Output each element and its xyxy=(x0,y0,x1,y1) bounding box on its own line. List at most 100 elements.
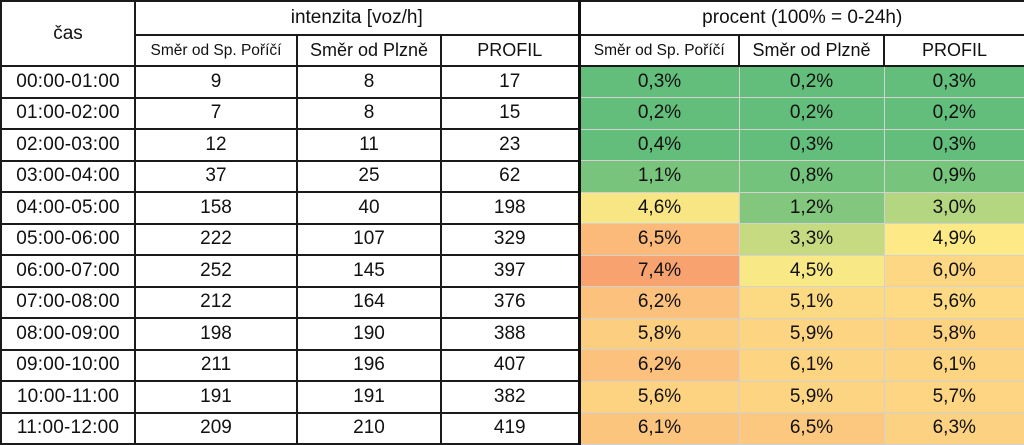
cell-intenzita-plzen: 210 xyxy=(296,411,442,445)
cell-time: 11:00-12:00 xyxy=(0,411,136,445)
cell-intenzita-sp-porici: 9 xyxy=(134,65,298,99)
cell-time: 00:00-01:00 xyxy=(0,65,136,99)
header-intenzita: intenzita [voz/h] xyxy=(134,0,580,36)
table-row: 03:00-04:00 37 25 62 1,1% 0,8% 0,9% xyxy=(0,159,1024,193)
cell-procent-profil: 5,7% xyxy=(883,380,1024,413)
cell-intenzita-profil: 407 xyxy=(440,348,580,382)
cell-procent-plzen: 0,3% xyxy=(738,128,885,161)
header-procent: procent (100% = 0-24h) xyxy=(577,0,1024,36)
table-row: 05:00-06:00 222 107 329 6,5% 3,3% 4,9% xyxy=(0,222,1024,256)
cell-time: 07:00-08:00 xyxy=(0,285,136,319)
cell-intenzita-plzen: 145 xyxy=(296,254,442,288)
cell-time: 02:00-03:00 xyxy=(0,128,136,162)
table-row: 09:00-10:00 211 196 407 6,2% 6,1% 6,1% xyxy=(0,348,1024,382)
cell-time: 04:00-05:00 xyxy=(0,191,136,225)
table-row: 04:00-05:00 158 40 198 4,6% 1,2% 3,0% xyxy=(0,191,1024,225)
cell-procent-plzen: 5,1% xyxy=(738,286,885,319)
cell-procent-sp-porici: 6,2% xyxy=(577,349,740,382)
table-row: 10:00-11:00 191 191 382 5,6% 5,9% 5,7% xyxy=(0,380,1024,414)
cell-procent-profil: 0,2% xyxy=(883,97,1024,130)
cell-time: 09:00-10:00 xyxy=(0,348,136,382)
cell-procent-plzen: 1,2% xyxy=(738,191,885,224)
cell-procent-profil: 6,0% xyxy=(883,254,1024,287)
cell-procent-sp-porici: 6,5% xyxy=(577,223,740,256)
subheader-intenzita-plzen: Směr od Plzně xyxy=(296,34,442,67)
cell-intenzita-profil: 329 xyxy=(440,222,580,256)
cell-procent-profil: 3,0% xyxy=(883,191,1024,224)
cell-time: 10:00-11:00 xyxy=(0,380,136,414)
cell-procent-sp-porici: 4,6% xyxy=(577,191,740,224)
cell-procent-sp-porici: 1,1% xyxy=(577,160,740,193)
cell-intenzita-sp-porici: 211 xyxy=(134,348,298,382)
cell-procent-plzen: 4,5% xyxy=(738,254,885,287)
table-row: 06:00-07:00 252 145 397 7,4% 4,5% 6,0% xyxy=(0,254,1024,288)
cell-intenzita-sp-porici: 222 xyxy=(134,222,298,256)
subheader-procent-profil: PROFIL xyxy=(882,34,1024,67)
cell-intenzita-plzen: 40 xyxy=(296,191,442,225)
table-row: 08:00-09:00 198 190 388 5,8% 5,9% 5,8% xyxy=(0,317,1024,351)
cell-procent-sp-porici: 0,3% xyxy=(577,65,740,98)
cell-procent-profil: 4,9% xyxy=(883,223,1024,256)
subheader-intenzita-sp-porici: Směr od Sp. Poříčí xyxy=(134,34,298,67)
cell-intenzita-plzen: 191 xyxy=(296,380,442,414)
cell-time: 06:00-07:00 xyxy=(0,254,136,288)
cell-intenzita-plzen: 190 xyxy=(296,317,442,351)
cell-procent-profil: 6,3% xyxy=(883,412,1024,445)
cell-intenzita-sp-porici: 7 xyxy=(134,96,298,130)
cell-procent-sp-porici: 0,2% xyxy=(577,97,740,130)
cell-intenzita-sp-porici: 198 xyxy=(134,317,298,351)
cell-intenzita-profil: 376 xyxy=(440,285,580,319)
cell-procent-sp-porici: 5,8% xyxy=(577,317,740,350)
cell-procent-sp-porici: 6,2% xyxy=(577,286,740,319)
cell-intenzita-profil: 397 xyxy=(440,254,580,288)
cell-intenzita-plzen: 25 xyxy=(296,159,442,193)
cell-intenzita-sp-porici: 252 xyxy=(134,254,298,288)
cell-procent-plzen: 0,8% xyxy=(738,160,885,193)
cell-procent-sp-porici: 0,4% xyxy=(577,128,740,161)
cell-intenzita-sp-porici: 12 xyxy=(134,128,298,162)
table-body: 00:00-01:00 9 8 17 0,3% 0,2% 0,3% 01:00-02:00 7 8… xyxy=(0,65,1024,445)
cell-procent-profil: 6,1% xyxy=(883,349,1024,382)
cell-procent-plzen: 5,9% xyxy=(738,380,885,413)
table-row: 00:00-01:00 9 8 17 0,3% 0,2% 0,3% xyxy=(0,65,1024,99)
cell-intenzita-profil: 382 xyxy=(440,380,580,414)
cell-intenzita-plzen: 8 xyxy=(296,65,442,99)
cell-procent-plzen: 6,5% xyxy=(738,412,885,445)
table-row: 11:00-12:00 209 210 419 6,1% 6,5% 6,3% xyxy=(0,411,1024,445)
cell-procent-sp-porici: 7,4% xyxy=(577,254,740,287)
cell-intenzita-profil: 15 xyxy=(440,96,580,130)
cell-time: 03:00-04:00 xyxy=(0,159,136,193)
cell-procent-profil: 5,8% xyxy=(883,317,1024,350)
cell-intenzita-plzen: 196 xyxy=(296,348,442,382)
table-row: 07:00-08:00 212 164 376 6,2% 5,1% 5,6% xyxy=(0,285,1024,319)
cell-intenzita-profil: 62 xyxy=(440,159,580,193)
table-row: 01:00-02:00 7 8 15 0,2% 0,2% 0,2% xyxy=(0,96,1024,130)
cell-procent-sp-porici: 5,6% xyxy=(577,380,740,413)
cell-intenzita-plzen: 8 xyxy=(296,96,442,130)
cell-intenzita-sp-porici: 37 xyxy=(134,159,298,193)
cell-intenzita-plzen: 107 xyxy=(296,222,442,256)
cell-procent-plzen: 5,9% xyxy=(738,317,885,350)
header-cas: čas xyxy=(0,0,136,67)
cell-procent-profil: 5,6% xyxy=(883,286,1024,319)
cell-procent-plzen: 0,2% xyxy=(738,97,885,130)
cell-intenzita-profil: 23 xyxy=(440,128,580,162)
cell-procent-sp-porici: 6,1% xyxy=(577,412,740,445)
subheader-procent-plzen: Směr od Plzně xyxy=(738,34,885,67)
cell-time: 05:00-06:00 xyxy=(0,222,136,256)
cell-procent-plzen: 0,2% xyxy=(738,65,885,98)
cell-intenzita-sp-porici: 191 xyxy=(134,380,298,414)
cell-procent-profil: 0,3% xyxy=(883,65,1024,98)
cell-intenzita-profil: 17 xyxy=(440,65,580,99)
cell-intenzita-plzen: 164 xyxy=(296,285,442,319)
table-row: 02:00-03:00 12 11 23 0,4% 0,3% 0,3% xyxy=(0,128,1024,162)
subheader-intenzita-profil: PROFIL xyxy=(440,34,580,67)
cell-intenzita-profil: 419 xyxy=(440,411,580,445)
cell-procent-profil: 0,3% xyxy=(883,128,1024,161)
cell-intenzita-sp-porici: 158 xyxy=(134,191,298,225)
cell-procent-profil: 0,9% xyxy=(883,160,1024,193)
cell-intenzita-profil: 198 xyxy=(440,191,580,225)
cell-intenzita-sp-porici: 212 xyxy=(134,285,298,319)
subheader-procent-sp-porici: Směr od Sp. Poříčí xyxy=(577,34,740,67)
